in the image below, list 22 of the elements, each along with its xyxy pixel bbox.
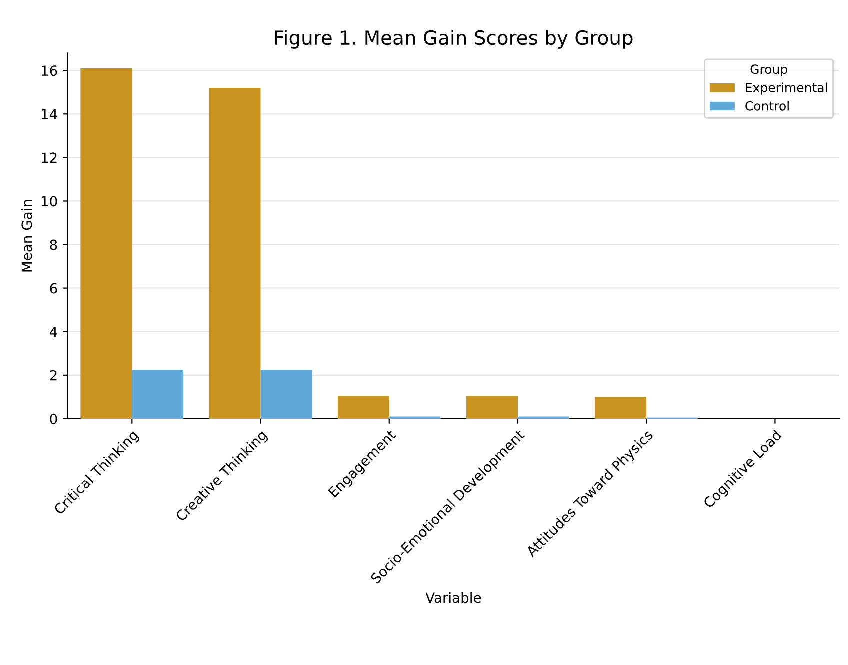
bar <box>260 370 312 419</box>
bar <box>132 370 184 419</box>
bar <box>209 88 261 419</box>
legend-title: Group <box>750 64 788 77</box>
legend-label: Control <box>746 101 789 111</box>
y-tick-label: 10 <box>42 196 58 207</box>
bar <box>80 68 132 419</box>
y-axis-title: Mean Gain <box>21 200 32 272</box>
bar <box>595 397 647 419</box>
chart-title: Figure 1. Mean Gain Scores by Group <box>275 30 633 49</box>
x-axis-title: Variable <box>426 592 482 604</box>
y-tick-label: 8 <box>50 240 58 250</box>
y-tick-label: 16 <box>42 66 58 76</box>
y-tick-label: 12 <box>42 152 57 163</box>
y-tick-label: 4 <box>50 327 58 338</box>
bar <box>466 396 518 419</box>
y-tick-label: 14 <box>42 109 58 120</box>
bar <box>338 396 390 419</box>
y-tick-label: 0 <box>50 414 58 424</box>
y-tick-label: 6 <box>50 283 58 294</box>
y-tick-label: 2 <box>50 370 57 381</box>
legend-label: Experimental <box>746 82 828 95</box>
